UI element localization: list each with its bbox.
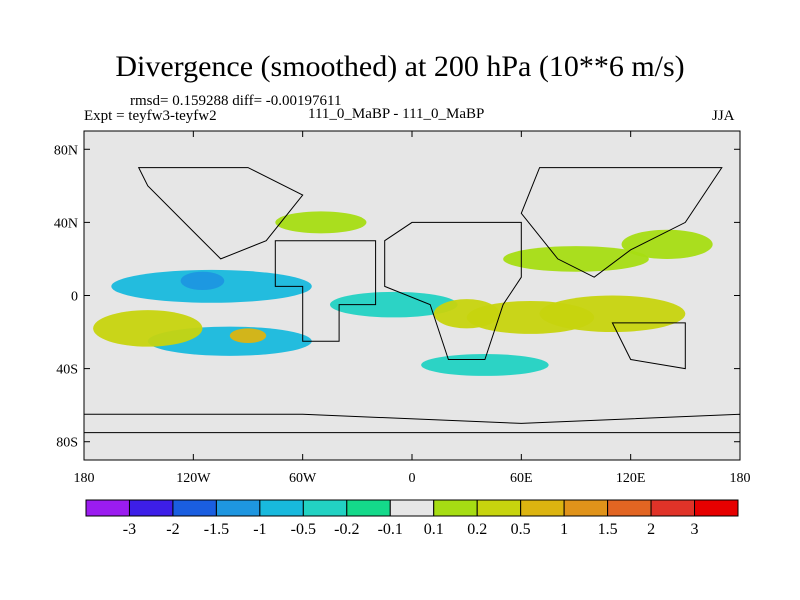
x-tick-label: 120E — [616, 471, 646, 486]
field-region-neg-band-central — [330, 291, 458, 318]
season-label: JJA — [712, 108, 735, 124]
colorbar-label: 0.1 — [424, 521, 444, 538]
y-tick-label: 80S — [56, 436, 78, 451]
colorbar-label: -3 — [123, 521, 136, 538]
field-region-pos-band-central-africa — [433, 299, 500, 329]
colorbar-box — [346, 499, 391, 517]
field-region-pos-band-north-atlantic — [275, 211, 367, 234]
experiment-label: Expt = teyfw3-teyfw2 — [84, 108, 217, 124]
field-region-pos-core-south-pacific — [229, 328, 267, 344]
field-region-neg-band-africa-south — [421, 353, 549, 376]
x-tick-label: 120W — [176, 471, 211, 486]
colorbar-box — [259, 499, 304, 517]
colorbar-label: -0.1 — [378, 521, 403, 538]
colorbar-box — [607, 499, 652, 517]
y-tick-label: 0 — [71, 290, 78, 305]
colorbar: -3 -2 -1.5 -1 -0.5 -0.2 -0.1 0.1 0.2 0.5 1 1.5 2 3 — [85, 499, 739, 538]
colorbar-label: -1.5 — [204, 521, 229, 538]
colorbar-label: 3 — [691, 521, 699, 538]
x-tick-label: 0 — [409, 471, 416, 486]
colorbar-box — [389, 499, 435, 517]
colorbar-label: -0.2 — [334, 521, 359, 538]
y-tick-label: 40N — [54, 216, 78, 231]
y-tick-label: 80N — [54, 143, 78, 158]
field-region-pos-band-north-asia — [503, 246, 649, 272]
colorbar-label: 0.5 — [511, 521, 531, 538]
colorbar-label: 1 — [560, 521, 568, 538]
field-region-pos-band-north-pacific — [621, 229, 713, 259]
field-region-pos-band-west-pacific — [539, 295, 686, 333]
field-region-pos-band-south-pacific — [93, 310, 203, 347]
colorbar-label: -1 — [253, 521, 266, 538]
colorbar-box — [694, 499, 739, 517]
colorbar-box — [520, 499, 565, 517]
case-label: 111_0_MaBP - 111_0_MaBP — [308, 106, 485, 122]
colorbar-label: -0.5 — [291, 521, 316, 538]
coastline-0 — [274, 240, 377, 342]
x-tick-label: 60W — [289, 471, 317, 486]
field-region-neg-core-west — [180, 271, 225, 291]
colorbar-label: 1.5 — [598, 521, 618, 538]
colorbar-label: 0.2 — [467, 521, 487, 538]
colorbar-box — [650, 499, 696, 517]
map-field — [84, 131, 740, 460]
coastline-2 — [137, 167, 304, 260]
colorbar-box — [433, 499, 478, 517]
coastline-4 — [611, 322, 686, 370]
y-tick-label: 40S — [56, 363, 78, 378]
colorbar-box — [128, 499, 174, 517]
coastline-1 — [384, 221, 522, 360]
colorbar-box — [302, 499, 348, 517]
colorbar-label: 2 — [647, 521, 655, 538]
colorbar-box — [85, 499, 130, 517]
stats-label: rmsd= 0.159288 diff= -0.00197611 — [130, 93, 342, 109]
colorbar-box — [563, 499, 609, 517]
chart-title: Divergence (smoothed) at 200 hPa (10**6 … — [115, 50, 685, 83]
colorbar-box — [215, 499, 261, 517]
x-tick-label: 180 — [74, 471, 95, 486]
x-tick-label: 180 — [730, 471, 751, 486]
x-tick-label: 60E — [510, 471, 533, 486]
colorbar-box — [172, 499, 217, 517]
colorbar-box — [476, 499, 522, 517]
colorbar-label: -2 — [166, 521, 179, 538]
axes: 180 120W 60W 0 60E 120E 180 80N 40N 0 40S 80S — [54, 130, 751, 486]
coastline-3 — [520, 167, 723, 278]
